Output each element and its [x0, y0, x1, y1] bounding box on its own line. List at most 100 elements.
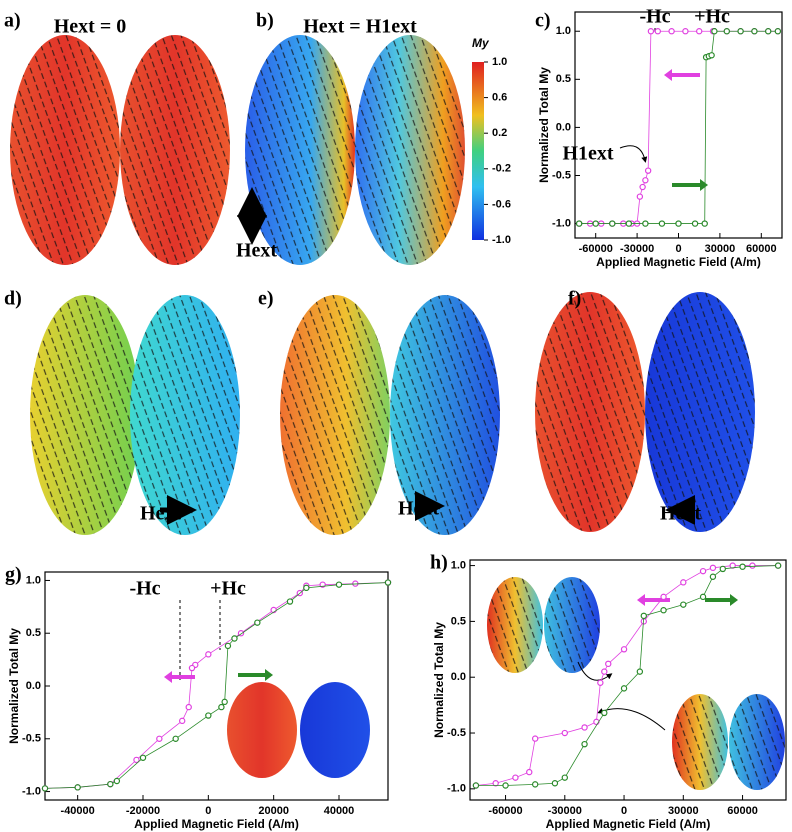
series-line — [579, 30, 778, 224]
y-tick-label: 1.0 — [26, 574, 41, 586]
data-point — [597, 679, 604, 686]
pointer — [577, 661, 613, 681]
y-tick-label: -1.0 — [447, 783, 466, 795]
data-point — [601, 709, 608, 717]
data-point — [682, 28, 689, 35]
colorbar-tick-label: 0.6 — [492, 92, 507, 104]
data-point — [551, 780, 559, 787]
y-tick-label: 0.5 — [26, 627, 41, 639]
data-point — [699, 567, 707, 575]
x-tick-label: -60000 — [579, 243, 613, 255]
data-point — [581, 740, 588, 748]
x-tick-label: -20000 — [126, 805, 160, 817]
data-point — [708, 52, 715, 59]
spin-arrows — [535, 292, 645, 532]
x-tick-label: 40000 — [324, 805, 355, 817]
spin-arrows — [672, 694, 728, 790]
data-point — [303, 584, 310, 592]
spin-arrows — [645, 292, 755, 532]
pointer — [597, 708, 666, 731]
data-point — [660, 593, 667, 601]
data-point — [107, 780, 114, 788]
y-tick-label: 0.5 — [451, 615, 466, 627]
x-tick-label: -60000 — [488, 805, 522, 817]
data-point — [691, 220, 699, 227]
annotation: +Hc — [210, 578, 246, 600]
branch-arrow-head — [700, 179, 708, 191]
spin-arrows — [280, 295, 390, 535]
data-point — [620, 685, 628, 692]
data-point — [205, 712, 212, 719]
data-point — [185, 703, 192, 711]
data-point — [765, 28, 772, 35]
data-point — [709, 564, 717, 572]
spin-arrows — [729, 694, 785, 790]
data-point — [605, 660, 612, 668]
x-tick-label: -30000 — [620, 243, 654, 255]
data-point — [639, 183, 646, 191]
pointer — [619, 145, 648, 163]
data-point — [526, 768, 533, 776]
y-tick-label: -0.5 — [22, 733, 41, 745]
annotation: H1ext — [562, 143, 613, 165]
branch-arrow-head — [730, 594, 738, 606]
data-point — [581, 724, 588, 731]
spin-arrows — [355, 35, 465, 265]
x-tick-label: 0 — [205, 805, 211, 817]
colorbar — [472, 62, 484, 240]
branch-arrow-head — [637, 594, 645, 606]
data-point — [133, 756, 140, 764]
data-point — [680, 601, 687, 608]
data-point — [492, 780, 499, 787]
inset-magnet — [300, 682, 370, 778]
data-point — [675, 220, 682, 227]
data-point — [620, 646, 628, 653]
data-point — [592, 220, 599, 227]
panel-text: Hext — [398, 498, 439, 520]
colorbar-title: My — [472, 36, 490, 50]
data-point — [774, 562, 782, 569]
data-point — [531, 781, 539, 788]
y-tick-label: -1.0 — [22, 785, 41, 797]
spin-arrows — [30, 295, 140, 535]
spin-arrows — [10, 35, 120, 265]
panel-text: Hext — [140, 503, 181, 525]
spin-arrows — [130, 295, 240, 535]
data-point — [739, 563, 746, 570]
data-point — [188, 664, 196, 672]
data-point — [139, 754, 147, 761]
x-tick-label: -30000 — [548, 805, 582, 817]
spin-arrows — [245, 35, 355, 265]
data-point — [719, 565, 727, 573]
y-tick-label: -1.0 — [552, 217, 571, 229]
data-point — [774, 28, 782, 35]
y-tick-label: 0.5 — [556, 73, 571, 85]
colorbar-tick-label: -0.6 — [492, 198, 511, 210]
x-tick-label: 0 — [621, 805, 627, 817]
colorbar-tick-label: -1.0 — [492, 234, 511, 246]
x-tick-label: 20000 — [258, 805, 289, 817]
data-point — [502, 782, 509, 789]
branch-arrow-head — [265, 669, 273, 681]
data-point — [625, 220, 633, 227]
data-point — [335, 581, 343, 588]
data-point — [609, 220, 616, 227]
data-point — [601, 668, 608, 675]
colorbar-tick-label: -0.2 — [492, 163, 511, 175]
data-point — [680, 579, 687, 586]
data-point — [654, 28, 662, 35]
panel-text: Hext = 0 — [54, 16, 127, 38]
spin-arrows — [544, 577, 600, 673]
panel-label: c) — [535, 10, 551, 32]
data-point — [636, 668, 644, 675]
y-tick-label: -0.5 — [447, 727, 466, 739]
series-line — [579, 30, 778, 224]
data-point — [286, 598, 294, 605]
colorbar-tick-label: 0.2 — [492, 127, 507, 139]
data-point — [642, 220, 649, 227]
data-point — [172, 735, 179, 742]
inset-magnet — [227, 682, 297, 778]
y-axis-title: Normalized Total My — [7, 628, 21, 744]
data-point — [561, 729, 569, 737]
